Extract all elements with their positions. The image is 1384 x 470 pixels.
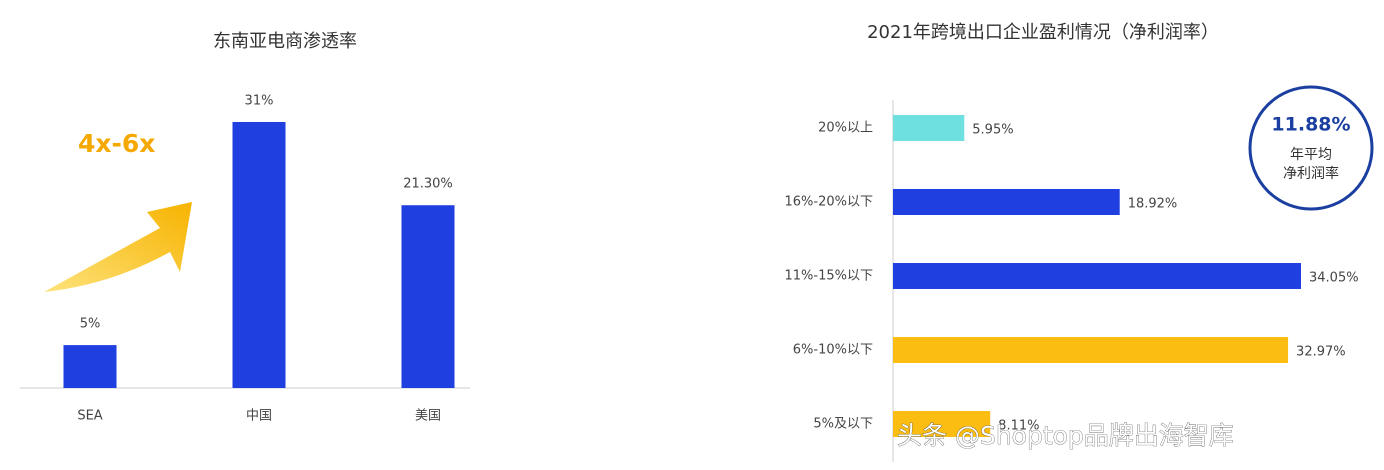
badge-value: 11.88% — [1271, 114, 1350, 136]
bar — [893, 263, 1301, 289]
value-label: 34.05% — [1309, 271, 1359, 286]
arrow — [44, 202, 192, 292]
badge-label: 年平均 — [1290, 147, 1332, 163]
category-label: 美国 — [415, 409, 441, 424]
value-label: 32.97% — [1296, 345, 1346, 360]
bar — [893, 115, 965, 141]
average-badge — [1248, 85, 1374, 211]
bar — [893, 411, 991, 437]
chart-title: 东南亚电商渗透率 — [213, 31, 357, 52]
bar — [401, 205, 455, 388]
badge-label: 净利润率 — [1283, 165, 1339, 182]
value-label: 8.11% — [998, 419, 1039, 434]
category-label: 中国 — [246, 409, 272, 424]
value-label: 21.30% — [403, 177, 453, 192]
bar — [893, 337, 1289, 363]
watermark: 头条 @Shoptop品牌出海智库 — [897, 421, 1234, 450]
value-label: 5% — [80, 317, 101, 332]
bar — [232, 122, 286, 388]
category-label: 20%以上 — [818, 121, 873, 136]
bar — [893, 189, 1120, 215]
chart-title: 2021年跨境出口企业盈利情况（净利润率） — [867, 22, 1219, 43]
marks: SEA 5% 中国 31% 美国 21.30% 20%以上 5.95% 16%-20%以下 18.… — [63, 94, 1359, 437]
annotation: 4x-6x — [78, 129, 155, 158]
value-label: 18.92% — [1128, 197, 1178, 212]
category-label: 6%-10%以下 — [793, 343, 873, 358]
category-label: 16%-20%以下 — [785, 195, 873, 210]
bar — [63, 345, 117, 388]
category-label: SEA — [77, 409, 102, 424]
value-label: 5.95% — [972, 123, 1013, 138]
category-label: 11%-15%以下 — [785, 269, 873, 284]
value-label: 31% — [245, 94, 274, 109]
category-label: 5%及以下 — [813, 417, 873, 432]
